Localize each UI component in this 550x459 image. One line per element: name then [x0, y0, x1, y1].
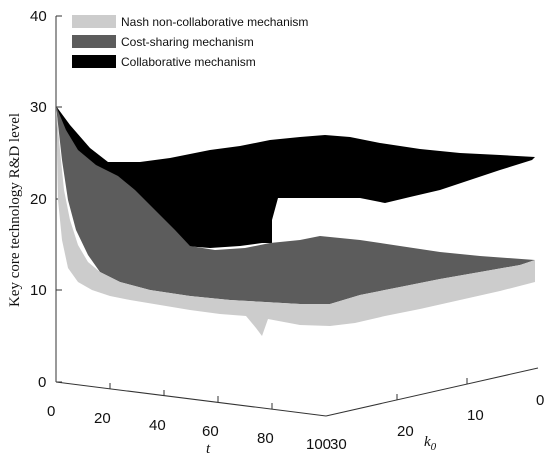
k-tick-label: 20 [397, 423, 414, 440]
t-tick-label: 0 [47, 403, 55, 420]
surface-cost-sharing [56, 106, 535, 304]
z-tick-label: 10 [30, 282, 47, 299]
t-tick-label: 60 [202, 423, 219, 440]
legend-label-collaborative: Collaborative mechanism [121, 55, 256, 69]
legend: Nash non-collaborative mechanism Cost-sh… [72, 15, 308, 69]
z-tick-label: 30 [30, 99, 47, 116]
t-tick-label: 80 [257, 430, 274, 447]
legend-label-cost-sharing: Cost-sharing mechanism [121, 35, 254, 49]
t-tick-label: 40 [149, 417, 166, 434]
z-tick-label: 0 [38, 374, 46, 391]
k-tick-labels: 30 20 10 0 [330, 392, 544, 453]
k-tick-label: 10 [467, 407, 484, 424]
legend-swatch-nash [72, 15, 116, 28]
collaborative-surface [56, 106, 535, 248]
t-axis-line [55, 381, 327, 417]
k-tick-label: 0 [536, 392, 544, 409]
z-tick-label: 40 [30, 8, 47, 25]
k-tick-label: 30 [330, 436, 347, 453]
t-tick-label: 100 [306, 436, 331, 453]
surface-collaborative [56, 106, 535, 248]
z-tick-labels: 0 10 20 30 40 [30, 8, 47, 391]
k-axis-label: k0 [424, 434, 437, 453]
z-tick-label: 20 [30, 191, 47, 208]
t-axis-label: t [206, 441, 211, 457]
legend-label-nash: Nash non-collaborative mechanism [121, 15, 308, 29]
z-axis-label: Key core technology R&D level [7, 113, 23, 307]
k-axis-label-subscript: 0 [431, 441, 437, 453]
k-axis-line [325, 367, 539, 417]
legend-swatch-collaborative [72, 55, 116, 68]
k-axis-label-main: k [424, 434, 431, 450]
cost-sharing-surface [56, 106, 535, 304]
t-tick-labels: 0 20 40 60 80 100 [47, 403, 331, 453]
legend-swatch-cost-sharing [72, 35, 116, 48]
t-tick-label: 20 [94, 410, 111, 427]
